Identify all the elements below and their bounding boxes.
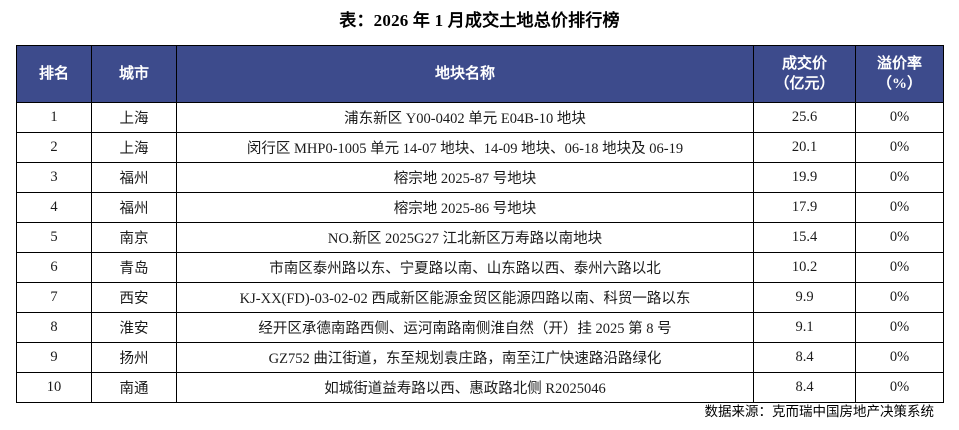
cell-city: 西安	[91, 282, 177, 313]
cell-premium: 0%	[855, 312, 944, 343]
cell-parcel: 如城街道益寿路以西、惠政路北侧 R2025046	[176, 372, 754, 403]
table-row: 2 上海 闵行区 MHP0-1005 单元 14-07 地块、14-09 地块、06…	[16, 132, 944, 163]
column-header-price: 成交价 （亿元）	[753, 45, 856, 103]
cell-city: 扬州	[91, 342, 177, 373]
cell-premium: 0%	[855, 252, 944, 283]
table-row: 9 扬州 GZ752 曲江街道，东至规划袁庄路，南至江广快速路沿路绿化 8.4 0%	[16, 342, 944, 373]
cell-rank: 5	[16, 222, 92, 253]
table-row: 1 上海 浦东新区 Y00-0402 单元 E04B-10 地块 25.6 0%	[16, 102, 944, 133]
column-header-premium-line1: 溢价率	[876, 56, 922, 72]
column-header-price-line2: （亿元）	[774, 76, 835, 92]
cell-premium: 0%	[855, 282, 944, 313]
cell-price: 9.9	[753, 282, 856, 313]
land-price-ranking-table: 排名 城市 地块名称 成交价 （亿元） 溢价率 （%） 1 上海 浦东新区 Y00-…	[16, 45, 944, 403]
table-row: 7 西安 KJ-XX(FD)-03-02-02 西咸新区能源金贸区能源四路以南、科贸…	[16, 282, 944, 313]
cell-premium: 0%	[855, 222, 944, 253]
cell-city: 福州	[91, 162, 177, 193]
column-header-parcel: 地块名称	[176, 45, 754, 103]
cell-parcel: 榕宗地 2025-86 号地块	[176, 192, 754, 223]
cell-rank: 10	[16, 372, 92, 403]
cell-rank: 1	[16, 102, 92, 133]
table-row: 3 福州 榕宗地 2025-87 号地块 19.9 0%	[16, 162, 944, 193]
table-row: 8 淮安 经开区承德南路西侧、运河南路南侧淮自然（开）挂 2025 第 8 号 9.1…	[16, 312, 944, 343]
table-body: 1 上海 浦东新区 Y00-0402 单元 E04B-10 地块 25.6 0% 2 上海闵…	[16, 102, 944, 403]
cell-parcel: NO.新区 2025G27 江北新区万寿路以南地块	[176, 222, 754, 253]
cell-city: 南京	[91, 222, 177, 253]
cell-city: 上海	[91, 102, 177, 133]
cell-city: 淮安	[91, 312, 177, 343]
source-note: 数据来源：克而瑞中国房地产决策系统	[704, 404, 935, 419]
table-row: 6 青岛 市南区泰州路以东、宁夏路以南、山东路以西、泰州六路以北 10.2 0%	[16, 252, 944, 283]
column-header-price-line1: 成交价	[781, 56, 827, 72]
page-title: 表：2026 年 1 月成交土地总价排行榜	[339, 11, 620, 30]
cell-price: 8.4	[753, 372, 856, 403]
cell-rank: 3	[16, 162, 92, 193]
cell-price: 19.9	[753, 162, 856, 193]
cell-price: 15.4	[753, 222, 856, 253]
table-header: 排名 城市 地块名称 成交价 （亿元） 溢价率 （%）	[16, 45, 944, 103]
cell-price: 8.4	[753, 342, 856, 373]
table-row: 4 福州 榕宗地 2025-86 号地块 17.9 0%	[16, 192, 944, 223]
cell-rank: 9	[16, 342, 92, 373]
cell-parcel: KJ-XX(FD)-03-02-02 西咸新区能源金贸区能源四路以南、科贸一路以…	[176, 282, 754, 313]
cell-price: 17.9	[753, 192, 856, 223]
cell-parcel: 榕宗地 2025-87 号地块	[176, 162, 754, 193]
cell-city: 上海	[91, 132, 177, 163]
cell-parcel: 浦东新区 Y00-0402 单元 E04B-10 地块	[176, 102, 754, 133]
table-row: 5 南京 NO.新区 2025G27 江北新区万寿路以南地块 15.4 0%	[16, 222, 944, 253]
cell-city: 福州	[91, 192, 177, 223]
cell-rank: 4	[16, 192, 92, 223]
cell-parcel: 经开区承德南路西侧、运河南路南侧淮自然（开）挂 2025 第 8 号	[176, 312, 754, 343]
cell-city: 南通	[91, 372, 177, 403]
table-header-row: 排名 城市 地块名称 成交价 （亿元） 溢价率 （%）	[16, 45, 944, 103]
cell-rank: 7	[16, 282, 92, 313]
cell-price: 25.6	[753, 102, 856, 133]
cell-price: 10.2	[753, 252, 856, 283]
cell-price: 9.1	[753, 312, 856, 343]
column-header-city: 城市	[91, 45, 177, 103]
cell-premium: 0%	[855, 342, 944, 373]
cell-city: 青岛	[91, 252, 177, 283]
column-header-rank: 排名	[16, 45, 92, 103]
cell-rank: 2	[16, 132, 92, 163]
column-header-premium-line2: （%）	[876, 76, 922, 92]
cell-parcel: 市南区泰州路以东、宁夏路以南、山东路以西、泰州六路以北	[176, 252, 754, 283]
cell-rank: 6	[16, 252, 92, 283]
column-header-premium: 溢价率 （%）	[855, 45, 944, 103]
cell-premium: 0%	[855, 372, 944, 403]
cell-premium: 0%	[855, 192, 944, 223]
cell-premium: 0%	[855, 162, 944, 193]
cell-premium: 0%	[855, 102, 944, 133]
cell-price: 20.1	[753, 132, 856, 163]
cell-premium: 0%	[855, 132, 944, 163]
cell-rank: 8	[16, 312, 92, 343]
cell-parcel: GZ752 曲江街道，东至规划袁庄路，南至江广快速路沿路绿化	[176, 342, 754, 373]
table-row: 10 南通 如城街道益寿路以西、惠政路北侧 R2025046 8.4 0%	[16, 372, 944, 403]
cell-parcel: 闵行区 MHP0-1005 单元 14-07 地块、14-09 地块、06-18…	[176, 132, 754, 163]
